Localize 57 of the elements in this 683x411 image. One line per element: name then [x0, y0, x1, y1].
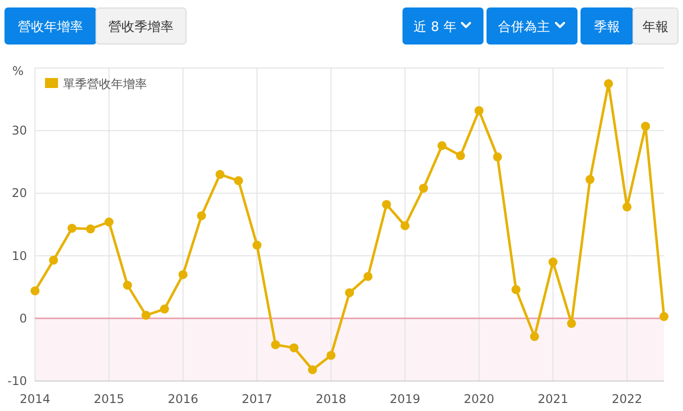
point — [345, 288, 354, 298]
point — [271, 340, 280, 350]
point — [326, 350, 336, 360]
point — [530, 332, 539, 342]
point — [512, 285, 520, 294]
point — [308, 365, 317, 374]
point — [197, 211, 206, 220]
point — [30, 286, 40, 296]
point — [400, 221, 410, 230]
point — [474, 106, 484, 116]
x-tick-label: 2019 — [390, 392, 420, 406]
point — [493, 152, 502, 162]
text: 合併為主 — [498, 19, 550, 35]
point — [438, 141, 446, 150]
x-tick-label: 2020 — [464, 392, 494, 406]
point — [290, 343, 298, 352]
y-tick-label: 20 — [12, 186, 27, 200]
point — [216, 170, 224, 179]
y-tick-label: -10 — [7, 374, 27, 388]
point — [68, 224, 76, 233]
point — [641, 122, 650, 131]
point — [548, 258, 558, 267]
point — [160, 304, 169, 314]
point — [586, 174, 594, 184]
y-tick-label: 30 — [12, 124, 27, 138]
y-axis-title: % — [12, 64, 24, 78]
point — [419, 184, 428, 193]
x-tick-label: 2018 — [316, 392, 346, 406]
point — [456, 151, 465, 160]
y-tick-label: 0 — [19, 311, 27, 326]
point — [364, 272, 372, 281]
text: 季報 — [594, 20, 620, 35]
x-tick-label: 2014 — [20, 392, 50, 406]
x-tick-label: 2017 — [242, 392, 272, 406]
legend-label: 單季營收年增率 — [63, 77, 147, 91]
point — [178, 270, 188, 280]
text: 年報 — [642, 20, 668, 35]
text: 營收年增率 — [18, 19, 83, 35]
x-tick-label: 2015 — [94, 392, 124, 406]
point — [142, 310, 150, 320]
x-tick-label: 2022 — [612, 392, 642, 406]
y-tick-label: 10 — [12, 248, 27, 263]
point — [622, 202, 632, 212]
x-tick-label: 2016 — [168, 392, 198, 406]
point — [604, 79, 613, 88]
point — [123, 280, 132, 290]
point — [234, 176, 243, 186]
point — [86, 224, 95, 234]
point — [252, 240, 262, 250]
point — [104, 217, 114, 226]
text: 營收季增率 — [108, 19, 174, 35]
point — [382, 200, 391, 209]
point — [49, 256, 58, 265]
point — [660, 312, 668, 322]
x-tick-label: 2021 — [538, 392, 568, 406]
point — [567, 318, 576, 328]
text: 近 8 年 — [414, 20, 456, 35]
